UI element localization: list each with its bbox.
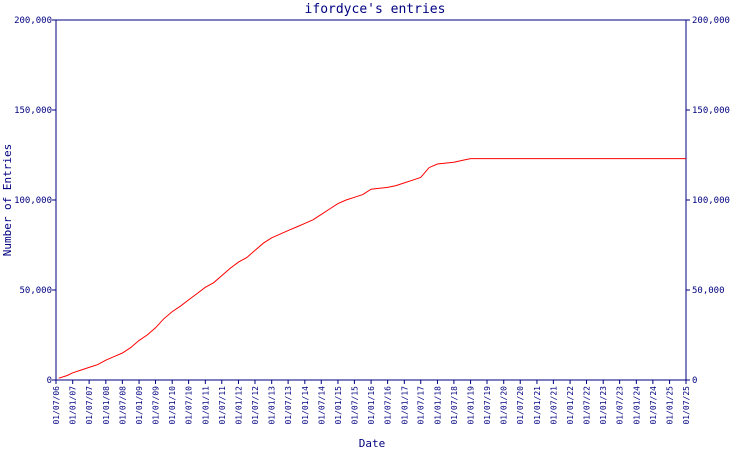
x-tick-label: 01/07/22: [583, 386, 592, 425]
x-tick-label: 01/07/06: [52, 386, 61, 425]
y-tick-label-right: 100,000: [692, 196, 730, 206]
x-tick-label: 01/07/17: [417, 386, 426, 425]
x-tick-label: 01/01/16: [367, 386, 376, 425]
x-tick-label: 01/07/23: [616, 386, 625, 425]
y-tick-label-right: 150,000: [692, 106, 730, 116]
x-tick-label: 01/07/07: [85, 386, 94, 425]
x-tick-label: 01/07/13: [284, 386, 293, 425]
y-tick-label-left: 50,000: [19, 286, 52, 296]
x-tick-label: 01/07/10: [185, 386, 194, 425]
y-axis-title: Number of Entries: [1, 144, 14, 257]
x-tick-label: 01/07/15: [350, 386, 359, 425]
series-layer: [58, 158, 686, 379]
x-tick-label: 01/07/08: [118, 386, 127, 425]
x-tick-label: 01/01/15: [334, 386, 343, 425]
x-tick-label: 01/01/24: [632, 386, 641, 425]
x-tick-label: 01/07/12: [251, 386, 260, 425]
x-tick-label: 01/01/07: [69, 386, 78, 425]
x-tick-label: 01/01/10: [168, 386, 177, 425]
x-tick-label: 01/01/25: [666, 386, 675, 425]
x-tick-label: 01/01/21: [533, 386, 542, 425]
x-tick-label: 01/01/13: [268, 386, 277, 425]
x-tick-label: 01/01/17: [400, 386, 409, 425]
y-tick-label-right: 200,000: [692, 16, 730, 26]
x-tick-label: 01/07/09: [151, 386, 160, 425]
x-tick-label: 01/01/09: [135, 386, 144, 425]
x-tick-label: 01/01/18: [433, 386, 442, 425]
x-tick-label: 01/01/20: [500, 386, 509, 425]
y-tick-label-left: 150,000: [14, 106, 52, 116]
y-tick-label-right: 50,000: [692, 286, 725, 296]
x-tick-label: 01/01/08: [102, 386, 111, 425]
x-tick-label: 01/01/22: [566, 386, 575, 425]
x-tick-label: 01/07/20: [516, 386, 525, 425]
y-tick-label-right: 0: [692, 376, 697, 386]
y-axis-left: 0 50,000 100,000 150,000 200,000: [14, 16, 56, 386]
x-tick-label: 01/01/11: [201, 386, 210, 425]
x-tick-label: 01/07/21: [549, 386, 558, 425]
x-tick-label: 01/07/11: [218, 386, 227, 425]
y-tick-label-left: 200,000: [14, 16, 52, 26]
chart-title: ifordyce's entries: [305, 2, 446, 17]
plot-area-frame: [55, 19, 687, 381]
x-tick-label: 01/01/14: [301, 386, 310, 425]
x-tick-label: 01/01/12: [234, 386, 243, 425]
y-axis-right: 0 50,000 100,000 150,000 200,000: [686, 16, 730, 386]
x-tick-label: 01/07/19: [483, 386, 492, 425]
x-tick-label: 01/07/25: [682, 386, 691, 425]
x-axis-title: Date: [359, 437, 386, 450]
series-line: [58, 158, 686, 379]
x-tick-label: 01/01/19: [467, 386, 476, 425]
x-tick-label: 01/07/24: [649, 386, 658, 425]
x-axis: 01/07/06 01/01/07 01/07/07 01/01/08 01/07/08…: [52, 380, 691, 425]
x-tick-label: 01/01/23: [599, 386, 608, 425]
y-tick-label-left: 100,000: [14, 196, 52, 206]
x-tick-label: 01/07/18: [450, 386, 459, 425]
x-tick-label: 01/07/14: [317, 386, 326, 425]
x-tick-label: 01/07/16: [384, 386, 393, 425]
y-tick-label-left: 0: [47, 376, 52, 386]
